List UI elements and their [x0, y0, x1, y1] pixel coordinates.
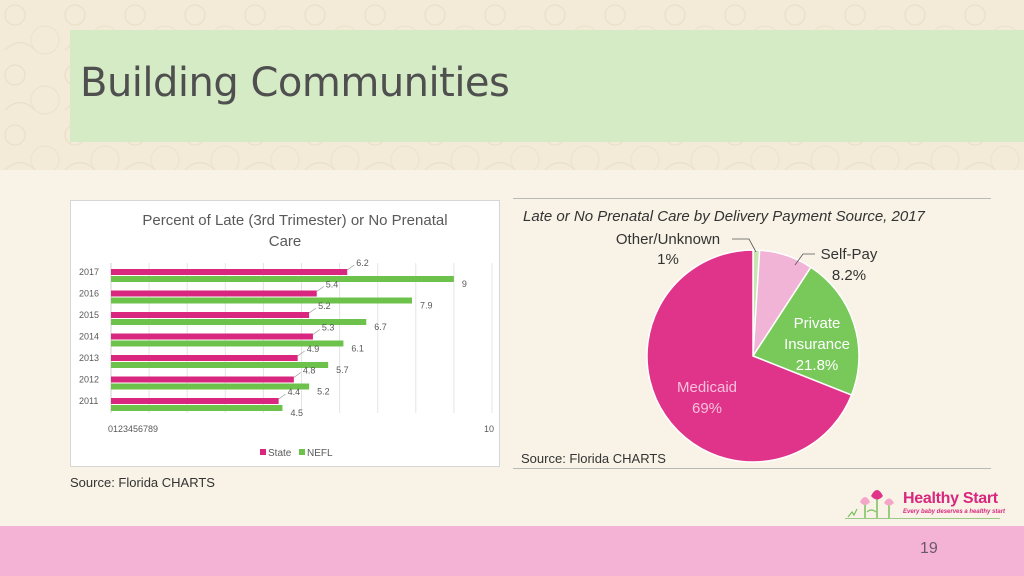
bar-state-2011 [111, 398, 279, 404]
bar-state-2015 [111, 312, 310, 318]
nefl-value-label: 5.2 [317, 387, 330, 397]
nefl-value-label: 6.1 [351, 344, 364, 354]
y-tick-label: 2014 [79, 332, 99, 342]
y-tick-label: 2016 [79, 289, 99, 299]
bar-nefl-2013 [111, 362, 329, 368]
state-value-label: 5.3 [322, 323, 335, 333]
pie-chart: Late or No Prenatal Care by Delivery Pay… [523, 208, 926, 463]
pie-label-medicaid: Medicaid [677, 379, 737, 396]
state-label-leader [316, 286, 324, 292]
pie-label-private-line-2: Insurance [784, 336, 850, 353]
pie-value-selfpay: 8.2% [832, 267, 866, 284]
legend-swatch-state [260, 449, 266, 455]
nefl-value-label: 4.5 [290, 408, 303, 418]
y-tick-label: 2012 [79, 375, 99, 385]
pie-value-other: 1% [657, 251, 679, 268]
state-value-label: 4.9 [307, 344, 320, 354]
pie-bottom-divider [513, 468, 991, 469]
bar-nefl-2014 [111, 340, 344, 347]
pie-chart-title: Late or No Prenatal Care by Delivery Pay… [523, 208, 926, 225]
bar-chart: Percent of Late (3rd Trimester) or No Pr… [79, 212, 494, 459]
nefl-value-label: 5.7 [336, 365, 349, 375]
pie-slice-medicaid [646, 249, 853, 463]
y-tick-label: 2017 [79, 267, 99, 277]
logo-tagline: Every baby deserves a healthy start [903, 509, 1006, 515]
state-value-label: 5.4 [326, 280, 339, 290]
page-number: 19 [920, 540, 938, 557]
logo-divider [845, 518, 1000, 519]
y-tick-label: 2013 [79, 353, 99, 363]
bar-state-2017 [111, 269, 348, 275]
nefl-value-label: 9 [462, 279, 467, 289]
pie-leader-other [732, 238, 757, 253]
bar-nefl-2016 [111, 297, 412, 304]
legend-label-state: State [268, 448, 292, 459]
state-label-leader [297, 350, 305, 357]
pie-label-private-line-1: Private [794, 315, 841, 332]
pie-label-selfpay: Self-Pay [821, 246, 878, 263]
logo-wordmark: Healthy Start [903, 490, 998, 507]
state-value-label: 4.8 [303, 366, 316, 376]
healthy-start-tulip-logo-icon [847, 490, 894, 519]
y-tick-label: 2011 [79, 396, 98, 406]
bar-nefl-2015 [111, 319, 367, 325]
bar-chart-card: Percent of Late (3rd Trimester) or No Pr… [70, 200, 500, 467]
nefl-value-label: 6.7 [374, 322, 387, 332]
y-tick-label: 2015 [79, 310, 99, 320]
bar-state-2016 [111, 290, 317, 297]
footer-band [0, 526, 1024, 576]
right-source-note: Source: Florida CHARTS [521, 451, 666, 466]
state-value-label: 4.4 [288, 387, 301, 397]
state-label-leader [293, 372, 302, 378]
state-label-leader [278, 393, 286, 400]
state-label-leader [312, 329, 321, 335]
bar-nefl-2011 [111, 405, 283, 411]
bar-nefl-2017 [111, 276, 454, 282]
state-value-label: 6.2 [356, 258, 369, 268]
bar-chart-title-line-2: Care [269, 233, 302, 250]
state-label-leader [347, 264, 355, 271]
pie-leader-selfpay [794, 253, 815, 266]
pie-slice-private [751, 266, 860, 396]
bar-state-2014 [111, 333, 313, 340]
state-label-leader [308, 307, 317, 314]
pie-top-divider [513, 198, 991, 199]
slide-title: Building Communities [80, 60, 510, 106]
state-value-label: 5.2 [318, 301, 331, 311]
bar-legend: State NEFL [260, 448, 333, 459]
legend-label-nefl: NEFL [307, 448, 333, 459]
x-axis-tick-10: 10 [484, 424, 494, 434]
pie-value-medicaid: 69% [692, 400, 722, 417]
bar-state-2013 [111, 355, 298, 361]
left-source-note: Source: Florida CHARTS [70, 475, 215, 490]
x-axis-tick-labels: 0123456789 [108, 424, 158, 434]
nefl-value-label: 7.9 [420, 301, 433, 311]
bar-chart-title-line-1: Percent of Late (3rd Trimester) or No Pr… [142, 212, 447, 229]
title-band [70, 30, 1024, 142]
pie-value-private: 21.8% [796, 357, 839, 374]
bar-state-2012 [111, 376, 294, 383]
bar-nefl-2012 [111, 383, 310, 390]
pie-label-other: Other/Unknown [616, 231, 720, 248]
legend-swatch-nefl [299, 449, 305, 455]
